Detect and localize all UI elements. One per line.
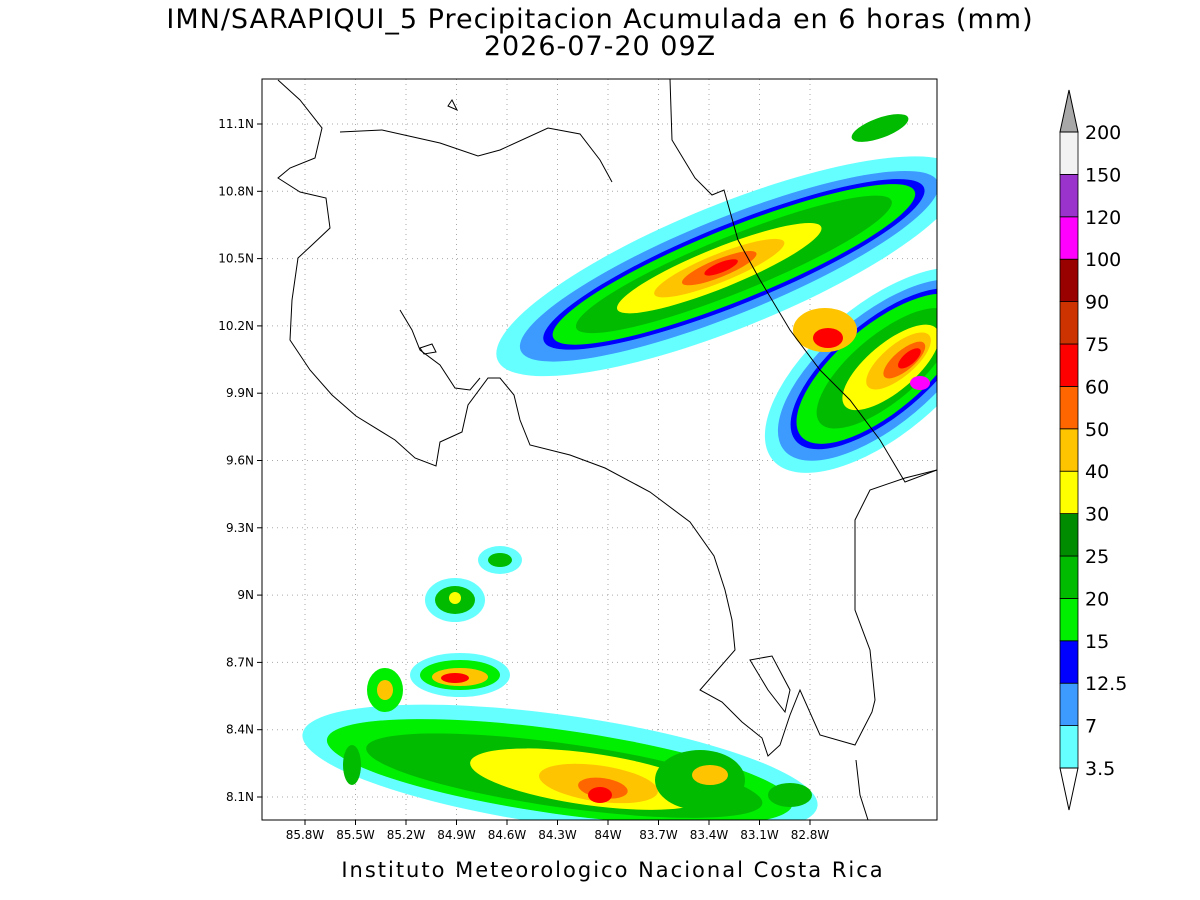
color-box — [1059, 173, 1079, 218]
lon-label: 84.9W — [437, 828, 476, 842]
lon-label: 85.2W — [387, 828, 426, 842]
lat-label: 9N — [237, 588, 254, 602]
lon-label: 83.4W — [690, 828, 729, 842]
lon-label: 82.8W — [791, 828, 830, 842]
color-box — [1059, 131, 1079, 175]
lon-label: 84.6W — [488, 828, 527, 842]
colorbar-label: 30 — [1085, 504, 1109, 526]
lon-label: 84.3W — [538, 828, 577, 842]
over-triangle — [1059, 89, 1079, 133]
colorbar-label: 40 — [1085, 461, 1109, 483]
title: IMN/SARAPIQUI_5 Precipitacion Acumulada … — [166, 4, 1033, 35]
lat-label: 10.5N — [218, 252, 254, 266]
lon-label: 84W — [594, 828, 621, 842]
color-box — [1059, 301, 1079, 345]
plot-frame — [261, 78, 938, 821]
footer: Instituto Meteorologico Nacional Costa R… — [341, 858, 884, 882]
coastlines — [277, 79, 937, 820]
color-box — [1059, 470, 1079, 515]
lon-label: 83.7W — [639, 828, 678, 842]
color-box — [1059, 725, 1079, 769]
lon-label: 85.5W — [336, 828, 375, 842]
color-box — [1059, 640, 1079, 684]
lat-label: 9.6N — [226, 454, 254, 468]
colorbar-label: 25 — [1085, 546, 1109, 568]
color-box — [1059, 513, 1079, 557]
lat-label: 8.7N — [226, 655, 254, 669]
tick-labels: 85.8W 85.5W 85.2W 84.9W 84.6W 84.3W 84W 83.7W 83… — [218, 117, 829, 842]
color-box — [1059, 428, 1079, 472]
subtitle: 2026-07-20 09Z — [484, 31, 716, 62]
lat-label: 10.2N — [218, 319, 254, 333]
colorbar-label: 100 — [1085, 249, 1121, 271]
colorbar-label: 15 — [1085, 631, 1109, 653]
colorbar-label: 120 — [1085, 207, 1121, 229]
colorbar-label: 12.5 — [1085, 673, 1127, 695]
precipitation-field — [302, 114, 937, 820]
color-box — [1059, 258, 1079, 303]
color-box — [1059, 682, 1079, 727]
lon-label: 85.8W — [286, 828, 325, 842]
color-box — [1059, 343, 1079, 387]
colorbar-label: 200 — [1085, 122, 1121, 144]
colorbar-label: 150 — [1085, 164, 1121, 186]
color-box — [1059, 598, 1079, 642]
colorbar-label: 7 — [1085, 716, 1097, 738]
color-box — [1059, 385, 1079, 430]
lat-label: 10.8N — [218, 184, 254, 198]
colorbar-label: 50 — [1085, 419, 1109, 441]
colorbar-label: 20 — [1085, 588, 1109, 610]
lon-label: 83.1W — [740, 828, 779, 842]
colorbar-label: 3.5 — [1085, 758, 1115, 780]
lat-label: 8.4N — [226, 723, 254, 737]
colorbar-label: 90 — [1085, 292, 1109, 314]
colorbar: 3.5 7 12.5 15 20 25 30 40 50 60 75 90 100 120 150 200 — [1059, 89, 1127, 811]
lat-label: 8.1N — [226, 790, 254, 804]
colorbar-label: 75 — [1085, 334, 1109, 356]
lat-label: 9.3N — [226, 521, 254, 535]
under-triangle — [1059, 767, 1079, 811]
color-box — [1059, 555, 1079, 599]
color-box — [1059, 216, 1079, 260]
lat-label: 9.9N — [226, 386, 254, 400]
colorbar-label: 60 — [1085, 376, 1109, 398]
lat-label: 11.1N — [218, 117, 254, 131]
